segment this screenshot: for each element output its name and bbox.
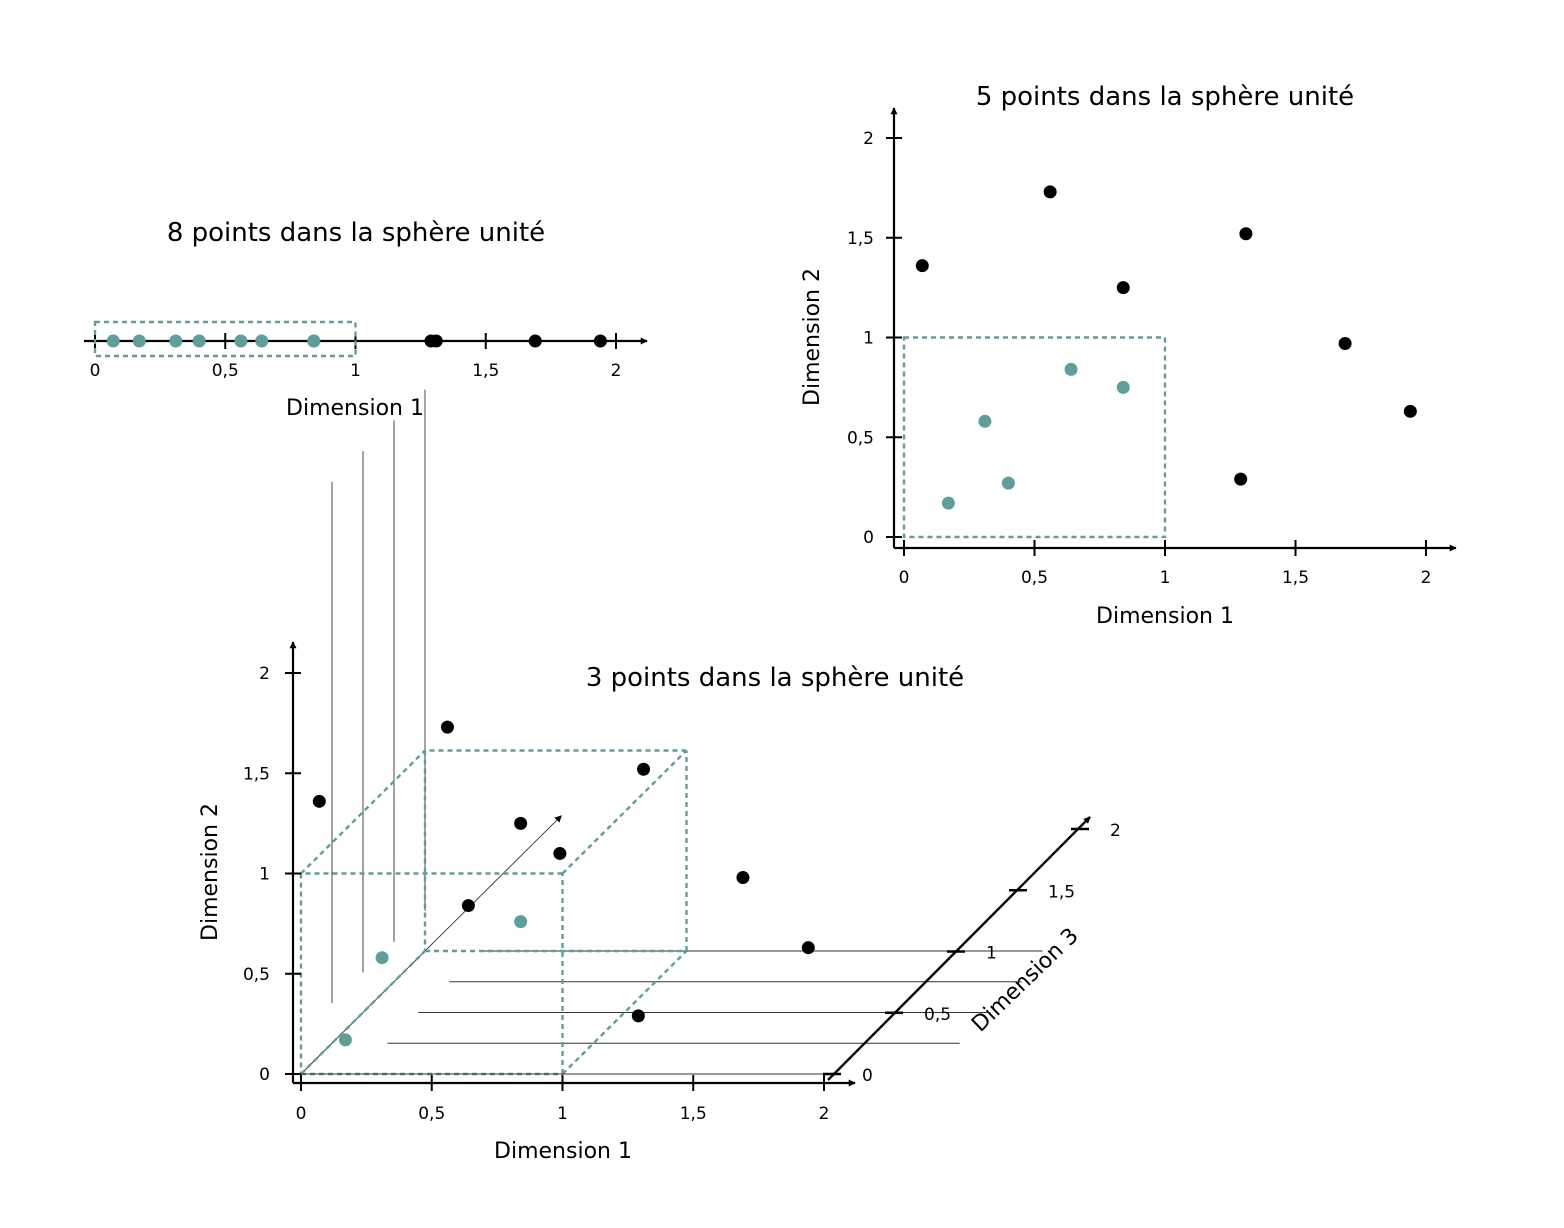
chart-2d-unit-box [902, 336, 1167, 539]
chart-2d-point-inside [1064, 362, 1078, 376]
chart-3d-unit-cube-edge [561, 950, 688, 1075]
chart-1d-x-tick-label: 2 [611, 361, 622, 381]
chart-2d-x-tick-label: 1,5 [1282, 568, 1309, 588]
chart-3d-point-outside [461, 899, 475, 913]
chart-3d-point-outside [514, 816, 528, 830]
chart-3d: 3 points dans la sphère unité Dimension … [198, 389, 1121, 1164]
chart-2d-point-inside [978, 414, 992, 428]
chart-2d-point-outside [1234, 472, 1248, 486]
chart-2d-x-tick-label: 2 [1421, 568, 1432, 588]
chart-3d-xlabel: Dimension 1 [494, 1139, 632, 1164]
chart-1d-point-inside [234, 334, 248, 348]
chart-3d-point-outside [736, 871, 750, 885]
chart-2d-point-outside [915, 259, 929, 273]
chart-3d-y-tick-label: 0 [259, 1065, 270, 1085]
chart-3d-unit-cube-edge [561, 749, 688, 875]
chart-3d-z-guide-axis [300, 815, 562, 1075]
chart-3d-x-tick-label: 1,5 [680, 1104, 707, 1124]
chart-2d-point-outside [1116, 281, 1130, 295]
chart-1d-unit-box [93, 320, 357, 358]
chart-2d-ylabel: Dimension 2 [800, 268, 825, 406]
chart-3d-point-inside [514, 915, 528, 929]
chart-3d-x-tick-label: 0 [296, 1104, 307, 1124]
chart-3d-point-outside [440, 720, 454, 734]
chart-2d-y-tick-label: 1 [863, 329, 874, 349]
chart-1d-point-inside [255, 334, 269, 348]
chart-2d-point-outside [1403, 404, 1417, 418]
chart-1d-point-outside [593, 334, 607, 348]
chart-3d-y-tick-label: 2 [259, 664, 270, 684]
chart-1d-title: 8 points dans la sphère unité [167, 218, 545, 248]
chart-3d-z-tick-label: 1,5 [1048, 882, 1075, 902]
chart-1d-x-tick-label: 1,5 [472, 361, 499, 381]
chart-1d-x-tick-label: 0 [90, 361, 101, 381]
chart-1d-point-outside [528, 334, 542, 348]
chart-2d-y-tick-label: 2 [863, 129, 874, 149]
chart-2d-point-inside [1116, 380, 1130, 394]
chart-3d-point-outside [312, 794, 326, 808]
chart-3d-zlabel: Dimension 3 [967, 923, 1084, 1037]
chart-2d-point-inside [1001, 476, 1015, 490]
chart-3d-x-tick-label: 2 [819, 1104, 830, 1124]
chart-2d-point-outside [1239, 227, 1253, 241]
chart-1d-point-inside [169, 334, 183, 348]
chart-3d-y-tick-label: 1,5 [243, 764, 270, 784]
chart-2d-x-tick-label: 1 [1160, 568, 1171, 588]
chart-1d-point-inside [192, 334, 206, 348]
chart-3d-point-outside [553, 846, 567, 860]
chart-2d-point-outside [1338, 336, 1352, 350]
chart-2d-x-tick-label: 0,5 [1021, 568, 1048, 588]
chart-2d-point-outside [1043, 185, 1057, 199]
chart-1d-point-inside [132, 334, 146, 348]
chart-3d-z-tick-label: 0 [862, 1066, 873, 1086]
chart-1d-x-tick-label: 0,5 [212, 361, 239, 381]
chart-3d-z-tick-label: 2 [1110, 821, 1121, 841]
chart-3d-point-inside [375, 951, 389, 965]
chart-2d-x-tick-label: 0 [899, 568, 910, 588]
chart-2d-title: 5 points dans la sphère unité [976, 82, 1354, 112]
chart-3d-ylabel: Dimension 2 [198, 803, 223, 941]
chart-3d-z-axis [827, 816, 1091, 1081]
chart-3d-title: 3 points dans la sphère unité [586, 663, 964, 693]
chart-1d-point-inside [307, 334, 321, 348]
chart-3d-unit-cube-edge [300, 950, 426, 1075]
chart-3d-point-outside [631, 1009, 645, 1023]
chart-3d-z-tick-label: 0,5 [924, 1005, 951, 1025]
chart-3d-point-outside [801, 941, 815, 955]
chart-3d-point-inside [338, 1033, 352, 1047]
chart-3d-y-tick-label: 0,5 [243, 965, 270, 985]
chart-3d-point-outside [637, 762, 651, 776]
chart-2d-y-tick-label: 0 [863, 528, 874, 548]
chart-1d-xlabel: Dimension 1 [286, 396, 424, 421]
chart-3d-y-tick-label: 1 [259, 865, 270, 885]
chart-2d-y-tick-label: 1,5 [847, 229, 874, 249]
chart-2d-y-tick-label: 0,5 [847, 428, 874, 448]
chart-3d-unit-cube-edge [300, 749, 426, 875]
chart-2d-point-inside [941, 496, 955, 510]
chart-1d: 8 points dans la sphère unité Dimension … [84, 218, 648, 421]
chart-3d-z-tick-label: 1 [986, 944, 997, 964]
chart-2d-xlabel: Dimension 1 [1096, 604, 1234, 629]
chart-1d-x-tick-label: 1 [350, 361, 361, 381]
chart-1d-point-outside [429, 334, 443, 348]
chart-2d: 5 points dans la sphère unité Dimension … [800, 82, 1457, 629]
chart-1d-point-inside [106, 334, 120, 348]
chart-3d-x-tick-label: 0,5 [418, 1104, 445, 1124]
chart-3d-x-tick-label: 1 [557, 1104, 568, 1124]
